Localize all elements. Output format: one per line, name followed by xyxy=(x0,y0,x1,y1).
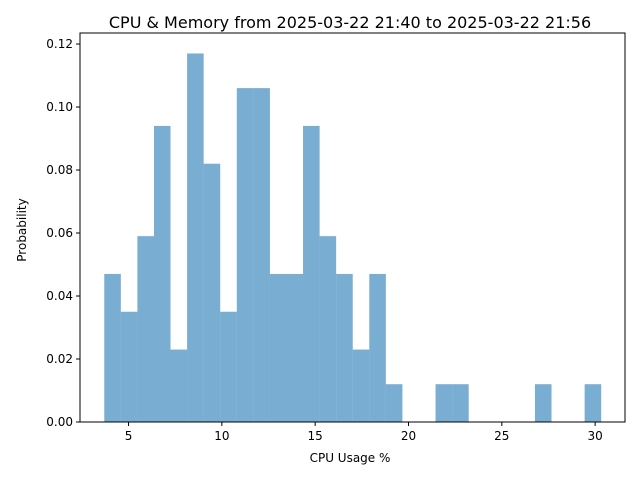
histogram-bar xyxy=(170,349,188,422)
histogram-bar xyxy=(220,311,237,422)
x-tick-label: 10 xyxy=(214,429,229,443)
x-tick-label: 5 xyxy=(125,429,133,443)
y-tick-label: 0.08 xyxy=(46,163,73,177)
histogram-bar xyxy=(286,273,304,422)
y-tick-label: 0.06 xyxy=(46,226,73,240)
x-tick-label: 20 xyxy=(401,429,416,443)
x-axis-label: CPU Usage % xyxy=(310,451,391,465)
histogram-bar xyxy=(584,384,602,422)
y-tick-label: 0.12 xyxy=(46,37,73,51)
histogram-bar xyxy=(187,53,204,422)
histogram-bar xyxy=(137,236,154,422)
histogram-bar xyxy=(534,384,552,422)
y-tick-label: 0.10 xyxy=(46,100,73,114)
histogram-bar xyxy=(319,236,337,422)
histogram-bar xyxy=(336,273,353,422)
x-tick-label: 25 xyxy=(494,429,509,443)
y-axis-ticks: 0.00 0.02 0.04 0.06 0.08 0.10 0.12 xyxy=(46,37,80,429)
histogram-bar xyxy=(352,349,370,422)
histogram-bar xyxy=(269,273,287,422)
histogram-bar xyxy=(104,273,121,422)
y-tick-label: 0.00 xyxy=(46,415,73,429)
x-axis-ticks: 5 10 15 20 25 30 xyxy=(125,422,603,443)
histogram-bar xyxy=(203,163,221,422)
histogram-bar xyxy=(435,384,453,422)
y-tick-label: 0.04 xyxy=(46,289,73,303)
chart-title: CPU & Memory from 2025-03-22 21:40 to 20… xyxy=(109,13,591,32)
bars-group xyxy=(104,53,602,422)
x-tick-label: 15 xyxy=(308,429,323,443)
y-axis-label: Probability xyxy=(15,198,29,261)
plot-frame xyxy=(79,32,626,423)
histogram-bar xyxy=(253,88,270,422)
histogram-bar xyxy=(236,88,254,422)
histogram-bar xyxy=(120,311,138,422)
histogram-bar xyxy=(385,384,403,422)
histogram-bar xyxy=(303,125,320,422)
y-tick-label: 0.02 xyxy=(46,352,73,366)
histogram-bar xyxy=(153,125,171,422)
x-tick-label: 30 xyxy=(587,429,602,443)
histogram-bar xyxy=(369,273,386,422)
histogram-bar xyxy=(452,384,469,422)
